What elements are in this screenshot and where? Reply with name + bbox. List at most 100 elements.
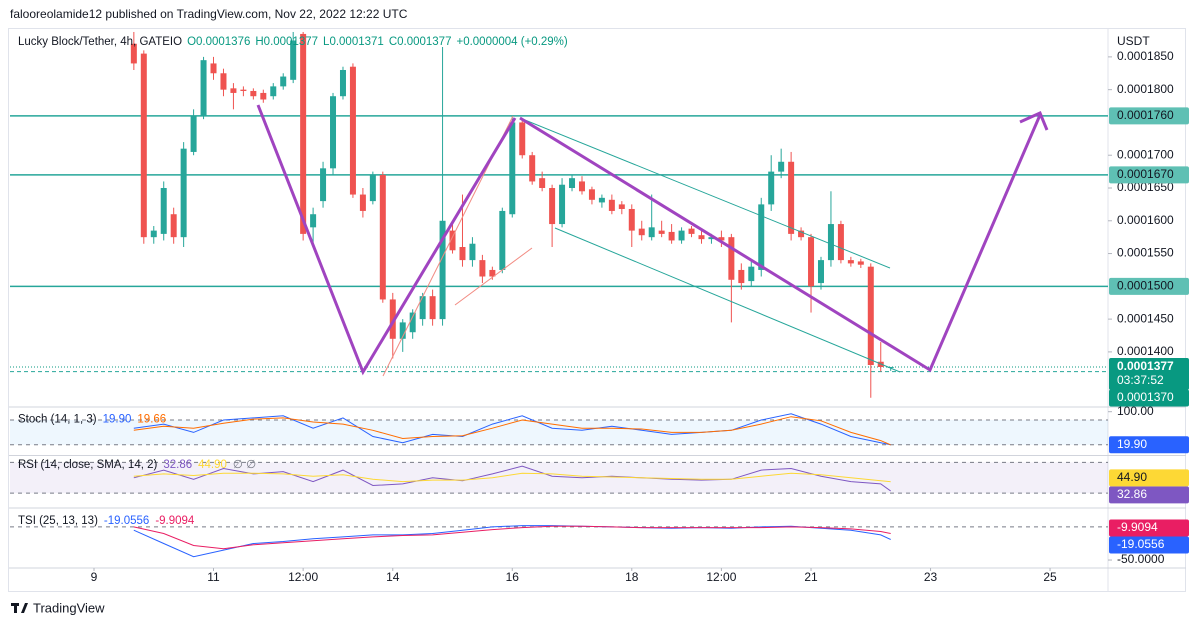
candle-body: [598, 197, 605, 203]
x-tick-label: 14: [386, 570, 400, 584]
x-tick-label: 23: [924, 570, 938, 584]
candle-body: [359, 194, 366, 211]
candle-body: [250, 90, 257, 97]
legend: Stoch (14, 1, 3) 19.90 19.66: [18, 414, 166, 426]
band-fill: [10, 462, 1108, 494]
x-tick-label: 25: [1043, 570, 1057, 584]
y-tick-label: 0.0001450: [1117, 311, 1174, 325]
current-price-box: [1109, 357, 1189, 390]
candle-body: [429, 296, 436, 320]
countdown: 03:37:52: [1117, 373, 1164, 387]
x-tick-label: 11: [207, 570, 220, 584]
indicator-line: [133, 525, 891, 550]
y-tick-label: 0.0001650: [1117, 180, 1174, 194]
indicator-line: [133, 416, 891, 446]
indicator-line: [133, 472, 891, 483]
candle-body: [698, 235, 705, 240]
legend-value: H0.0001377: [255, 36, 318, 48]
level-label-bg: [1109, 107, 1189, 125]
candle-body: [489, 269, 496, 277]
y-tick-label: 0.0001400: [1117, 344, 1174, 358]
candle-body: [738, 269, 745, 284]
legend-title: TSI (25, 13, 13): [18, 515, 98, 527]
candle-body: [260, 92, 267, 100]
legend-title: Stoch (14, 1, 3): [18, 414, 97, 426]
y-tick-label: 0.0001700: [1117, 147, 1174, 161]
candle-body: [479, 260, 486, 277]
candle-body: [817, 260, 824, 284]
candle-body: [449, 230, 456, 251]
logo-part: [14, 603, 17, 613]
candle-body: [539, 178, 546, 188]
indicator-value-box: 44.90: [1117, 470, 1147, 484]
brand: TradingView: [33, 600, 105, 615]
pattern-line: [519, 114, 1042, 373]
legend-value: C0.0001377: [389, 36, 452, 48]
candle-body: [180, 148, 187, 238]
y-tick-label: 0.0001850: [1117, 49, 1174, 63]
indicator-value-box-bg: [1109, 519, 1189, 537]
candle-body: [150, 230, 157, 238]
channel-line: [554, 227, 901, 373]
level-label-bg: [1109, 166, 1189, 184]
candle-body: [887, 366, 894, 368]
candle-body: [768, 171, 775, 205]
candle-body: [280, 76, 287, 87]
x-tick-label: 9: [91, 570, 98, 584]
legend-value: -9.9094: [155, 515, 195, 527]
x-tick-label: 16: [506, 570, 520, 584]
logo-part: [21, 603, 28, 613]
candle-body: [549, 187, 556, 225]
candle-body: [300, 33, 307, 234]
candle-body: [529, 155, 536, 182]
candle-body: [499, 210, 506, 270]
level-label: 0.0001760: [1117, 108, 1174, 122]
legend-value: -19.0556: [104, 515, 149, 527]
candle-body: [728, 237, 735, 280]
legend: Lucky Block/Tether, 4h, GATEIO O0.0001376…: [18, 36, 568, 48]
indicator-line: [133, 525, 891, 558]
candle-body: [608, 199, 615, 211]
candle-body: [648, 227, 655, 238]
candle-body: [827, 224, 834, 261]
candle-body: [628, 208, 635, 231]
candle-body: [210, 63, 217, 74]
candle-body: [330, 96, 337, 169]
candle-body: [668, 231, 675, 241]
candle-body: [847, 260, 854, 264]
channel-line: [454, 247, 533, 306]
candle-body: [170, 214, 177, 238]
candle-body: [320, 168, 327, 202]
indicator-value-box-bg: [1109, 486, 1189, 504]
indicator-value-box-bg: [1109, 436, 1189, 454]
indicator-line: [133, 413, 891, 446]
legend-value: 19.66: [137, 414, 166, 426]
legend-value: 19.90: [103, 414, 132, 426]
candle-body: [688, 228, 695, 234]
x-tick-label: 21: [804, 570, 818, 584]
arrow-head: [1019, 110, 1049, 131]
candle-body: [379, 174, 386, 300]
author-line: falooreolamide12 published on TradingVie…: [10, 7, 408, 21]
candle-body: [708, 237, 715, 240]
drawings: [256, 104, 1049, 377]
candle-body: [658, 230, 665, 234]
legend-value: O0.0001376: [187, 36, 250, 48]
frame: [8, 28, 1186, 592]
y-tick-label: -50.0000: [1117, 552, 1165, 566]
candle-body: [569, 178, 576, 188]
candle-body: [837, 224, 844, 261]
x-tick-label: 12:00: [288, 570, 318, 584]
candle-body: [339, 69, 346, 97]
candle-body: [349, 66, 356, 195]
candle-body: [310, 214, 317, 228]
level-label-bg: [1109, 277, 1189, 295]
candle-body: [290, 40, 297, 80]
indicator-value-box-bg: [1109, 469, 1189, 487]
level-label: 0.0001370: [1117, 390, 1174, 404]
candle-body: [678, 230, 685, 241]
candle-body: [409, 312, 416, 333]
brand-logo: [11, 603, 28, 613]
channel-line: [519, 117, 891, 269]
